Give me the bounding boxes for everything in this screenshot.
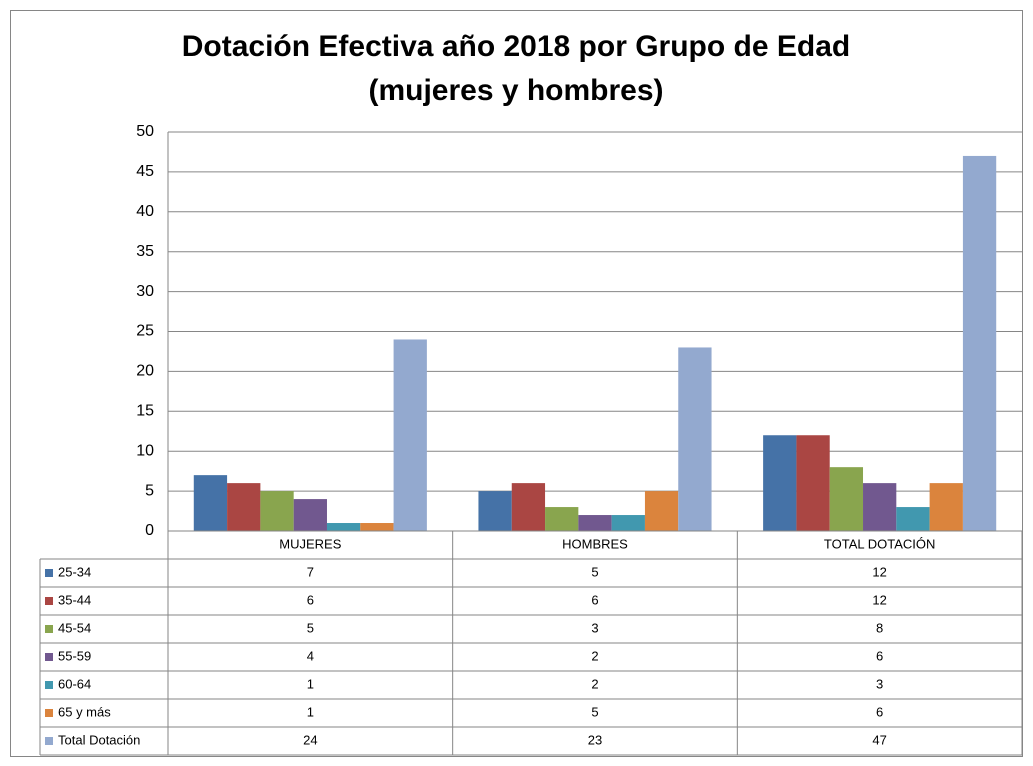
bar xyxy=(227,483,261,531)
bar xyxy=(644,491,679,531)
bar xyxy=(193,475,228,531)
legend-swatch xyxy=(45,625,53,633)
x-tick-label: TOTAL DOTACIÓN xyxy=(824,536,935,551)
y-tick-label: 45 xyxy=(136,163,154,180)
bar xyxy=(829,467,864,531)
bar xyxy=(326,523,361,531)
y-tick-label: 20 xyxy=(136,363,154,380)
y-tick-label: 5 xyxy=(145,482,154,499)
y-tick-label: 50 xyxy=(136,123,154,140)
bar xyxy=(863,483,897,531)
table-value: 7 xyxy=(307,564,314,579)
x-tick-label: MUJERES xyxy=(279,536,341,551)
y-tick-label: 10 xyxy=(136,442,154,459)
legend-label: 25-34 xyxy=(58,564,91,579)
bar xyxy=(293,499,327,531)
y-tick-label: 0 xyxy=(145,522,154,539)
table-value: 23 xyxy=(588,732,602,747)
table-value: 6 xyxy=(876,704,883,719)
bar xyxy=(678,347,712,531)
x-tick-label: HOMBRES xyxy=(562,536,628,551)
legend-swatch xyxy=(45,653,53,661)
y-tick-label: 30 xyxy=(136,283,154,300)
bar xyxy=(929,483,963,531)
y-tick-label: 25 xyxy=(136,323,154,340)
bar xyxy=(260,491,294,531)
legend-label: Total Dotación xyxy=(58,732,140,747)
legend-label: 55-59 xyxy=(58,648,91,663)
legend-swatch xyxy=(45,709,53,717)
bar xyxy=(962,155,997,531)
table-value: 5 xyxy=(591,704,598,719)
y-tick-label: 40 xyxy=(136,203,154,220)
table-value: 3 xyxy=(876,676,883,691)
bar xyxy=(393,339,427,531)
table-value: 6 xyxy=(876,648,883,663)
bar xyxy=(360,523,394,531)
bar xyxy=(511,483,546,531)
table-value: 3 xyxy=(591,620,598,635)
bar xyxy=(611,515,645,531)
bar xyxy=(578,515,612,531)
chart-border xyxy=(10,10,1023,757)
legend-swatch xyxy=(45,597,53,605)
table-value: 1 xyxy=(307,676,314,691)
table-value: 6 xyxy=(591,592,598,607)
legend-swatch xyxy=(45,569,53,577)
table-value: 12 xyxy=(872,564,886,579)
table-value: 12 xyxy=(872,592,886,607)
table-value: 47 xyxy=(872,732,886,747)
bar xyxy=(796,435,830,531)
table-value: 2 xyxy=(591,676,598,691)
table-value: 5 xyxy=(307,620,314,635)
bar xyxy=(763,435,797,531)
bar xyxy=(545,507,579,531)
y-tick-label: 35 xyxy=(136,243,154,260)
chart-title: (mujeres y hombres) xyxy=(368,74,663,107)
table-value: 5 xyxy=(591,564,598,579)
legend-label: 35-44 xyxy=(58,592,91,607)
y-tick-label: 15 xyxy=(136,403,154,420)
legend-swatch xyxy=(45,681,53,689)
legend-label: 60-64 xyxy=(58,676,91,691)
table-value: 8 xyxy=(876,620,883,635)
table-value: 24 xyxy=(303,732,317,747)
chart-title: Dotación Efectiva año 2018 por Grupo de … xyxy=(182,30,850,63)
table-value: 4 xyxy=(307,648,314,663)
table-value: 2 xyxy=(591,648,598,663)
bar xyxy=(896,507,930,531)
table-value: 1 xyxy=(307,704,314,719)
table-value: 6 xyxy=(307,592,314,607)
legend-swatch xyxy=(45,737,53,745)
bar xyxy=(478,491,512,531)
legend-label: 45-54 xyxy=(58,620,91,635)
legend-label: 65 y más xyxy=(58,704,111,719)
